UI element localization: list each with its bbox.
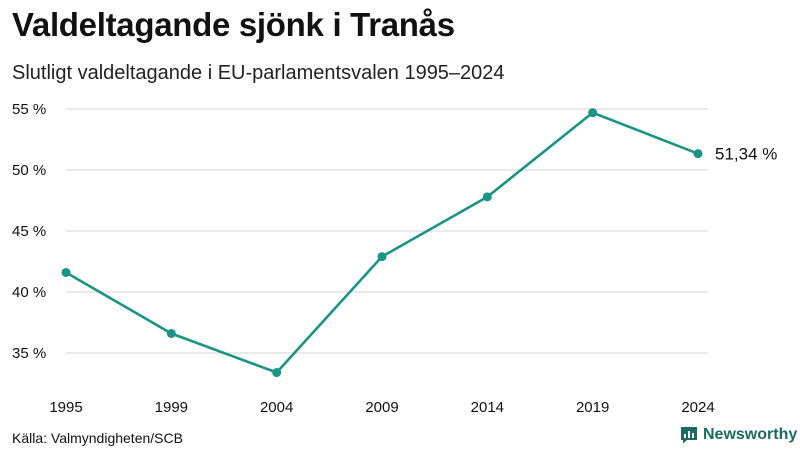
x-tick-label-2004: 2004 [260, 399, 293, 416]
data-point-2004 [272, 368, 282, 378]
newsworthy-logo-icon [681, 427, 697, 444]
brand-name: Newsworthy [703, 426, 798, 443]
x-tick-label-2019: 2019 [576, 399, 609, 416]
data-point-1999 [166, 328, 176, 338]
y-axis-ticks: 35 % 40 % 45 % 50 % 55 % [12, 101, 46, 362]
series-line [64, 111, 700, 374]
chart-subtitle: Slutligt valdeltagande i EU-parlamentsva… [12, 62, 505, 84]
data-point-2019 [588, 108, 598, 118]
y-tick-label-35: 35 % [12, 345, 46, 362]
x-tick-label-2009: 2009 [365, 399, 398, 416]
data-point-2024 [693, 149, 703, 159]
x-tick-label-2024: 2024 [681, 399, 714, 416]
x-tick-label-1999: 1999 [155, 399, 188, 416]
brand-logo: Newsworthy [680, 426, 797, 444]
y-tick-label-45: 45 % [12, 223, 46, 240]
data-point-2014 [482, 192, 492, 202]
series-layer: 51,34 % [61, 108, 777, 378]
end-value-label: 51,34 % [715, 145, 777, 164]
chart-title: Valdeltagande sjönk i Tranås [12, 6, 455, 43]
x-tick-label-2014: 2014 [471, 399, 504, 416]
grid-lines [66, 108, 708, 354]
data-point-2009 [377, 252, 387, 262]
x-axis-ticks: 1995 1999 2004 2009 2014 2019 2024 [49, 399, 714, 416]
data-point-1995 [61, 267, 71, 277]
y-tick-label-50: 50 % [12, 162, 46, 179]
y-tick-label-55: 55 % [12, 101, 46, 118]
x-tick-label-1995: 1995 [49, 399, 82, 416]
y-tick-label-40: 40 % [12, 284, 46, 301]
source-note: Källa: Valmyndigheten/SCB [12, 430, 183, 446]
